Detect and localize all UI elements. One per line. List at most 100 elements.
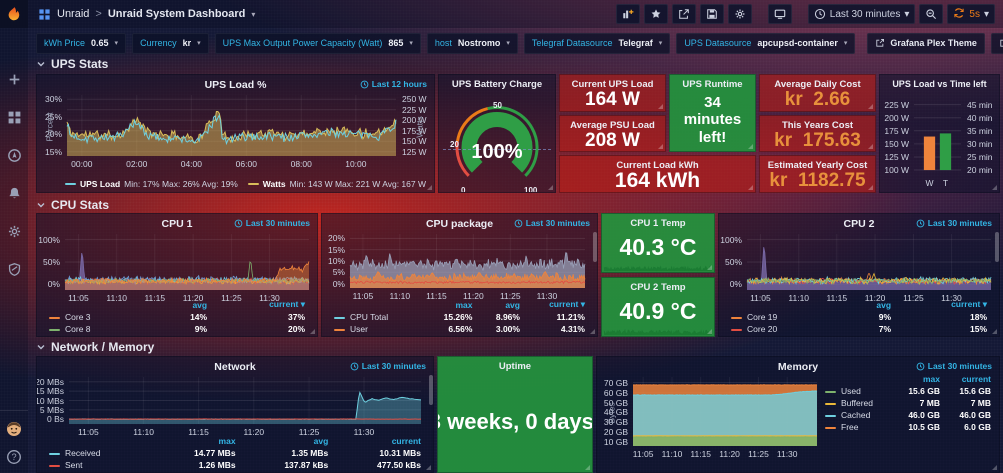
dashboard-settings-button[interactable]	[727, 4, 752, 24]
section-cpu-stats[interactable]: CPU Stats	[36, 198, 109, 212]
time-range-picker[interactable]: Last 30 minutes ▾	[807, 4, 916, 24]
stat-value: kr 2.66	[784, 89, 851, 110]
legend-column-max[interactable]: max	[218, 436, 236, 446]
panel-title[interactable]: CPU 1	[161, 218, 193, 230]
configuration-icon[interactable]	[7, 224, 22, 239]
section-ups-stats[interactable]: UPS Stats	[36, 57, 108, 71]
legend-series-label[interactable]: Used	[821, 385, 893, 397]
dashboard-link-setting-up-grafana-and-influxd[interactable]: Setting up Grafana and InfluxDB for UPS …	[990, 32, 1003, 54]
legend-series-label[interactable]: Watts	[262, 179, 286, 189]
panel-title[interactable]: Current UPS Load	[571, 79, 654, 90]
section-network-memory[interactable]: Network / Memory	[36, 340, 154, 354]
legend-series-label[interactable]: User	[330, 323, 422, 335]
panel-time-range[interactable]: Last 12 hours	[360, 79, 427, 89]
panel-time-range[interactable]: Last 30 minutes	[514, 218, 590, 228]
legend-series-label[interactable]: Core 20	[727, 323, 846, 335]
breadcrumb-dashboard-title[interactable]: Unraid System Dashboard	[107, 8, 246, 20]
external-link-icon	[876, 39, 885, 47]
legend-column-current[interactable]: current ▾	[269, 299, 305, 309]
variable-label: Currency	[140, 38, 177, 48]
help-icon[interactable]: ?	[6, 449, 22, 465]
panel-time-range[interactable]: Last 30 minutes	[234, 218, 310, 228]
y-axis-tick: 5%	[332, 267, 345, 278]
alerting-icon[interactable]	[7, 186, 22, 201]
create-icon[interactable]	[7, 72, 22, 87]
y-axis-tick: 30 min	[967, 138, 993, 149]
panel-title[interactable]: Current Load kWh	[616, 160, 699, 171]
server-admin-icon[interactable]	[7, 262, 22, 277]
legend-series-label[interactable]: Core 3	[45, 311, 155, 323]
tv-cycle-view-button[interactable]	[767, 4, 792, 24]
dashboard-link-grafana-plex-theme[interactable]: Grafana Plex Theme	[867, 32, 985, 54]
grafana-logo[interactable]	[0, 0, 28, 28]
user-avatar[interactable]	[6, 421, 22, 437]
panel-title[interactable]: Memory	[777, 361, 819, 373]
panel-time-range[interactable]: Last 30 minutes	[916, 361, 992, 371]
y-axis-tick: 0%	[729, 279, 742, 290]
legend-value: 46.0 GB	[908, 410, 940, 420]
variable-telegraf-datasource[interactable]: Telegraf Datasource Telegraf ▾	[523, 32, 671, 54]
legend-column-avg[interactable]: avg	[192, 299, 208, 310]
legend-column-current[interactable]: current	[961, 374, 991, 384]
legend-series-label[interactable]: Sent	[45, 459, 151, 471]
panel-title[interactable]: CPU 1 Temp	[630, 218, 686, 229]
refresh-picker[interactable]: 5s ▾	[947, 4, 995, 24]
panel-time-range[interactable]: Last 30 minutes	[350, 361, 426, 371]
legend-column-avg[interactable]: avg	[505, 299, 520, 310]
panel-ups-load-vs-time-left: UPS Load vs Time left W T 100 W 125 W 150 W 1…	[879, 74, 1000, 193]
zoom-out-time-button[interactable]	[919, 4, 944, 24]
legend-series-label[interactable]: UPS Load	[80, 179, 121, 189]
share-dashboard-button[interactable]	[671, 4, 696, 24]
add-panel-button[interactable]	[615, 4, 640, 24]
panel-title[interactable]: Average Daily Cost	[774, 79, 861, 90]
panel-title[interactable]: Uptime	[498, 361, 532, 372]
panel-title[interactable]: Average PSU Load	[570, 120, 655, 131]
legend-series-label[interactable]: Free	[821, 421, 893, 433]
legend-series-label[interactable]: Received	[45, 447, 151, 459]
legend-column-avg[interactable]: avg	[313, 436, 329, 446]
panel-title[interactable]: CPU 2	[843, 218, 875, 230]
x-axis-tick: 11:25	[748, 449, 769, 459]
variable-ups-datasource[interactable]: UPS Datasource apcupsd-container ▾	[676, 32, 856, 54]
legend-column-max[interactable]: max	[922, 374, 940, 384]
y-axis-tick: 225 W	[884, 99, 909, 110]
panel-title[interactable]: This Years Cost	[781, 120, 854, 131]
variable-kwh-price[interactable]: kWh Price 0.65 ▾	[36, 32, 127, 54]
legend-column-avg[interactable]: avg	[876, 299, 892, 310]
legend-scrollbar[interactable]	[429, 375, 433, 405]
breadcrumb-folder[interactable]: Unraid	[57, 8, 90, 20]
panel-title[interactable]: UPS Battery Charge	[451, 79, 543, 90]
chevron-down-icon[interactable]: ▾	[251, 9, 256, 19]
legend-scrollbar[interactable]	[593, 232, 597, 262]
panel-title[interactable]: UPS Runtime	[682, 79, 743, 90]
dashboards-icon[interactable]	[7, 110, 22, 125]
star-dashboard-button[interactable]	[643, 4, 668, 24]
refresh-icon	[953, 7, 965, 22]
x-axis-tick: 11:20	[719, 449, 740, 459]
panel-title[interactable]: CPU 2 Temp	[630, 282, 686, 293]
panel-title[interactable]: CPU package	[425, 218, 494, 230]
explore-icon[interactable]	[7, 148, 22, 163]
legend-column-max[interactable]: max	[455, 299, 473, 310]
legend-column-current[interactable]: current ▾	[951, 299, 987, 309]
variable-host[interactable]: host Nostromo ▾	[426, 32, 518, 54]
legend-column-current[interactable]: current ▾	[549, 299, 585, 309]
save-dashboard-button[interactable]	[699, 4, 724, 24]
legend-series-label[interactable]: Core 8	[45, 323, 155, 335]
legend-series-label[interactable]: Buffered	[821, 397, 893, 409]
legend-series-label[interactable]: Core 19	[727, 311, 846, 323]
panel-title[interactable]: Network	[214, 361, 256, 373]
variable-currency[interactable]: Currency kr ▾	[132, 32, 209, 54]
legend-column-current[interactable]: current	[391, 436, 421, 446]
panel-time-range[interactable]: Last 30 minutes	[916, 218, 992, 228]
variable-ups-max-output-power-capacity-watt[interactable]: UPS Max Output Power Capacity (Watt) 865 ▾	[214, 32, 421, 54]
legend-value: 15.26%	[443, 312, 473, 322]
top-nav-bar: Unraid > Unraid System Dashboard ▾ Last …	[0, 0, 1003, 28]
x-axis-tick: 11:30	[259, 293, 280, 303]
panel-title[interactable]: UPS Load %	[204, 79, 267, 91]
legend-series-label[interactable]: Cached	[821, 409, 893, 421]
legend-scrollbar[interactable]	[995, 232, 999, 262]
panel-title[interactable]: UPS Load vs Time left	[892, 79, 987, 89]
legend-series-label[interactable]: CPU Total	[330, 311, 422, 323]
panel-title[interactable]: Estimated Yearly Cost	[767, 160, 868, 171]
